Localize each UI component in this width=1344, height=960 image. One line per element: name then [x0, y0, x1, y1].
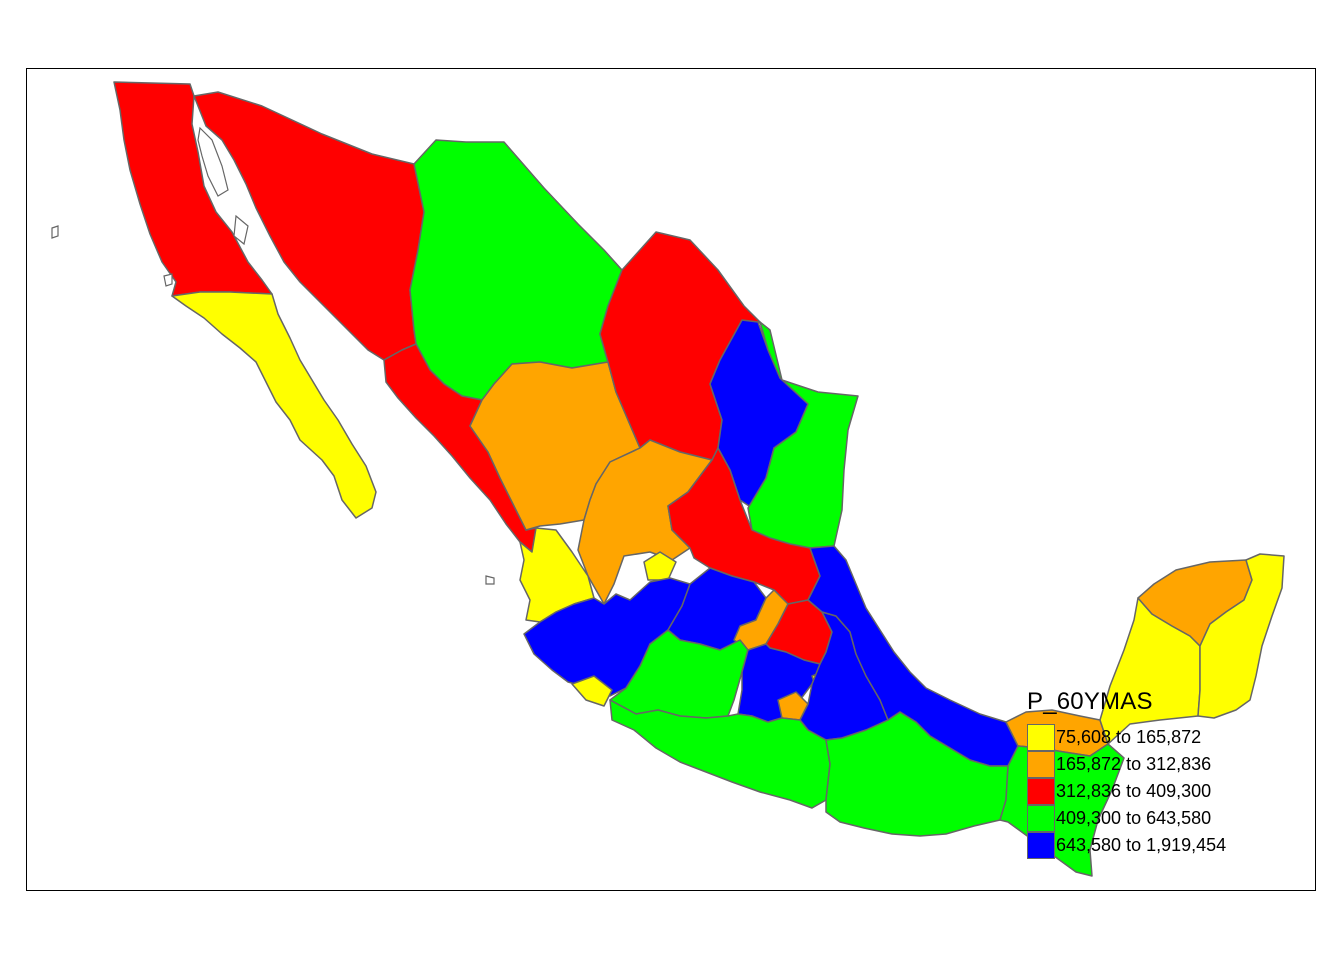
legend-swatch — [1027, 832, 1055, 859]
state-michoacan — [609, 629, 749, 719]
legend-item: 409,300 to 643,580 — [1027, 805, 1226, 832]
legend-label: 643,580 to 1,919,454 — [1056, 835, 1227, 855]
isla-tiburon — [233, 214, 249, 246]
small-island-1 — [51, 225, 59, 239]
legend-label: 75,608 to 165,872 — [1056, 727, 1202, 747]
small-island-2 — [163, 273, 173, 287]
state-baja-california-sur — [171, 291, 377, 519]
legend-label: 312,836 to 409,300 — [1056, 781, 1212, 801]
legend-swatch — [1027, 724, 1055, 751]
state-chihuahua — [409, 139, 623, 401]
legend-swatch — [1027, 751, 1055, 778]
legend-item: 643,580 to 1,919,454 — [1027, 832, 1226, 859]
legend-swatch — [1027, 778, 1055, 805]
small-island-3 — [485, 575, 495, 585]
map-frame — [26, 68, 1316, 891]
legend-title: P_60YMAS — [1027, 688, 1153, 715]
legend-label: 165,872 to 312,836 — [1056, 754, 1212, 774]
legend-label: 409,300 to 643,580 — [1056, 808, 1212, 828]
legend-item: 312,836 to 409,300 — [1027, 778, 1226, 805]
state-quintana-roo — [1197, 553, 1285, 719]
legend-item: 75,608 to 165,872 — [1027, 724, 1226, 751]
legend: P_60YMAS 75,608 to 165,872 165,872 to 31… — [1027, 688, 1226, 859]
state-colima — [571, 675, 613, 707]
state-aguascalientes — [643, 551, 677, 581]
legend-item: 165,872 to 312,836 — [1027, 751, 1226, 778]
legend-swatch — [1027, 805, 1055, 832]
isla-angel-de-la-guarda — [197, 126, 229, 197]
